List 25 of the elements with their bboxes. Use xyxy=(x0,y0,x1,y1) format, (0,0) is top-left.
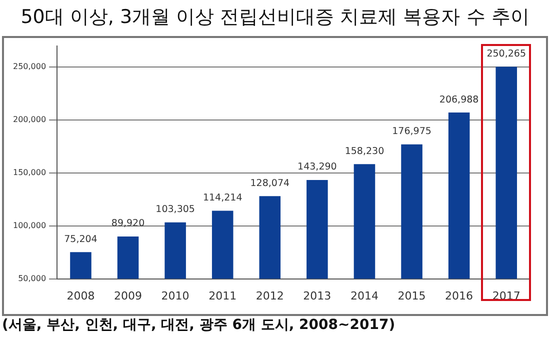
y-tick-label: 100,000 xyxy=(12,220,46,230)
x-tick-label: 2013 xyxy=(303,289,332,302)
data-label: 176,975 xyxy=(392,126,432,138)
x-tick-label: 2008 xyxy=(66,289,95,302)
data-label: 75,204 xyxy=(64,234,98,245)
data-label: 103,305 xyxy=(156,204,195,216)
chart-title: 50대 이상, 3개월 이상 전립선비대증 치료제 복용자 수 추이 xyxy=(20,5,530,30)
data-label: 206,988 xyxy=(439,94,479,106)
x-tick-label: 2016 xyxy=(445,289,474,302)
y-tick-label: 250,000 xyxy=(12,62,46,72)
y-tick-label: 200,000 xyxy=(12,115,46,124)
x-tick-label: 2010 xyxy=(161,289,190,302)
x-tick-label: 2012 xyxy=(256,289,284,302)
y-tick-label: 50,000 xyxy=(18,274,46,283)
x-tick-label: 2009 xyxy=(114,289,142,302)
x-tick-label: 2011 xyxy=(208,289,237,302)
data-label: 158,230 xyxy=(344,146,384,157)
data-label: 114,214 xyxy=(202,192,242,204)
x-tick-label: 2015 xyxy=(398,289,426,302)
text: (서울, 부산, 인천, 대구, 대전, 광주 6개 도시, 2008~2017) xyxy=(2,317,396,333)
data-label: 250,265 xyxy=(486,48,526,60)
data-label: 143,290 xyxy=(298,162,337,173)
x-tick-label: 2014 xyxy=(350,289,378,302)
data-label: 128,074 xyxy=(250,178,290,189)
y-tick-label: 150,000 xyxy=(12,168,46,177)
